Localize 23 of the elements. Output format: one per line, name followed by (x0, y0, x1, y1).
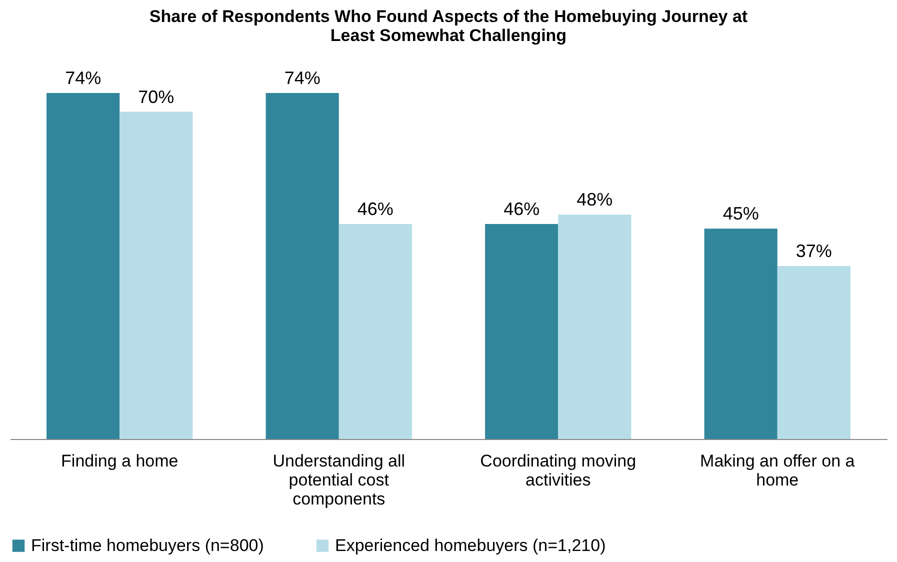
bar (120, 112, 193, 439)
data-label: 37% (796, 241, 832, 262)
legend-label: Experienced homebuyers (n=1,210) (335, 536, 606, 555)
data-label: 74% (65, 68, 102, 88)
x-tick-label: Understanding all potential cost components (272, 452, 406, 508)
legend-label: First-time homebuyers (n=800) (31, 536, 264, 555)
data-label: 48% (576, 190, 613, 210)
bar (777, 266, 850, 439)
data-label: 45% (722, 204, 759, 224)
x-tick-label: Coordinating moving activities (480, 452, 636, 490)
data-label: 70% (138, 86, 174, 107)
data-label: 46% (504, 198, 540, 219)
chart-title: Share of Respondents Who Found Aspects of the Homebuying Journey at Least Somewhat Challenging (149, 7, 748, 45)
bar (485, 224, 558, 439)
bar (558, 214, 632, 439)
data-label: 74% (284, 68, 320, 88)
bar (46, 93, 120, 439)
x-tick-label: Making an offer on a home (700, 452, 856, 490)
data-label: 46% (357, 198, 394, 219)
x-tick-label: Finding a home (61, 452, 178, 470)
bar (338, 224, 412, 439)
bar (704, 228, 778, 439)
bar (266, 93, 339, 439)
